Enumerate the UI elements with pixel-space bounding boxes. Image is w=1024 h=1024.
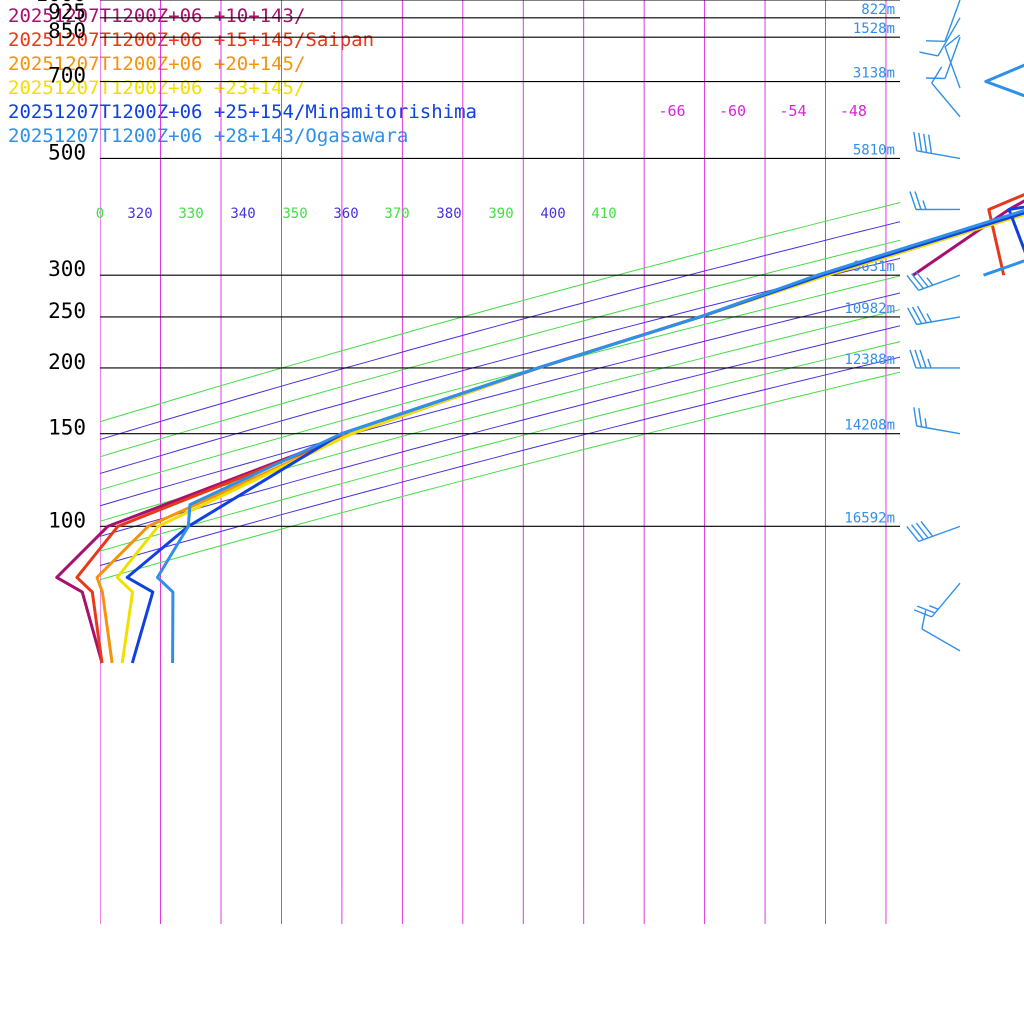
- dewpoint-line: [1007, 205, 1024, 254]
- height-label: 10982m: [844, 301, 895, 317]
- pressure-label: 700: [48, 64, 86, 88]
- theta-label: 340: [230, 206, 255, 222]
- dry-adiabat-line: [100, 309, 900, 522]
- wind-barb: [906, 520, 961, 543]
- theta-label: 320: [127, 206, 152, 222]
- height-label: 16592m: [844, 510, 895, 526]
- temperature-line: [115, 212, 1024, 664]
- legend-entry: 20251207T1200Z+06 +28+143/Ogasawara: [8, 125, 409, 147]
- wind-barb: [906, 271, 961, 291]
- height-label: 1528m: [853, 21, 895, 37]
- wind-barb: [913, 131, 961, 160]
- pressure-label: 200: [48, 350, 86, 374]
- height-label: 5810m: [853, 142, 895, 158]
- pressure-label: 100: [48, 508, 86, 532]
- temperature-line: [55, 212, 1024, 664]
- sounding-profiles: [55, 63, 1024, 664]
- theta-label: 0: [96, 206, 104, 222]
- isotherm-label: -60: [719, 102, 746, 120]
- isobar-lines: 100 16592m 150 14208m 200 12388m 250 10982m 300 9…: [35, 0, 900, 532]
- theta-label: 350: [282, 206, 307, 222]
- dry-adiabat-line: [100, 292, 900, 507]
- pressure-label: 925: [48, 0, 86, 24]
- dry-adiabat-line: [100, 341, 900, 552]
- theta-label: 400: [540, 206, 565, 222]
- pressure-label: 500: [48, 140, 86, 164]
- isotherm-label: -66: [659, 102, 686, 120]
- theta-labels: 0 320 330 340 350 360 370 380 390 400 410: [96, 206, 617, 222]
- plot-area: [100, 0, 900, 924]
- dry-adiabat-line: [100, 202, 900, 423]
- isotherm-lines: [100, 0, 887, 924]
- dry-adiabat-line: [100, 257, 900, 474]
- theta-label: 370: [384, 206, 409, 222]
- wind-barbs: [906, 0, 961, 652]
- theta-label: 390: [488, 206, 513, 222]
- isotherm-labels: -66 -60 -54 -48: [659, 102, 867, 120]
- dry-adiabat-line: [100, 239, 900, 458]
- dry-adiabat-line: [100, 325, 900, 537]
- wind-barb: [909, 349, 961, 369]
- legend-entry: 20251207T1200Z+06 +20+145/: [8, 53, 306, 75]
- pressure-label: 250: [48, 299, 86, 323]
- wind-barb: [906, 305, 961, 326]
- height-label: 12388m: [844, 352, 895, 368]
- legend-entry: 20251207T1200Z+06 +15+145/Saipan: [8, 29, 375, 51]
- wind-barb: [931, 66, 961, 118]
- temperature-line: [75, 212, 1024, 664]
- chart-legend: 20251207T1200Z+06 +10+143/ 20251207T1200…: [8, 4, 477, 148]
- height-label: 822m: [861, 2, 895, 18]
- theta-label: 330: [178, 206, 203, 222]
- wind-barb: [925, 0, 961, 42]
- temperature-line: [125, 211, 1024, 664]
- legend-entry: 20251207T1200Z+06 +25+154/Minamitorishim…: [8, 101, 477, 123]
- theta-label: 410: [591, 206, 616, 222]
- pressure-label: 150: [48, 416, 86, 440]
- legend-entry: 20251207T1200Z+06 +10+143/: [8, 5, 306, 27]
- isotherm-label: -48: [840, 102, 867, 120]
- pressure-label: 850: [48, 19, 86, 43]
- theta-label: 380: [436, 206, 461, 222]
- pressure-label: 300: [48, 257, 86, 281]
- wind-barb: [913, 582, 961, 618]
- height-label: 3138m: [853, 66, 895, 82]
- theta-label: 360: [333, 206, 358, 222]
- wind-barb: [913, 407, 961, 435]
- dry-adiabat-line: [100, 275, 900, 491]
- legend-entry: 20251207T1200Z+06 +23+145/: [8, 77, 306, 99]
- wind-barb: [925, 36, 961, 80]
- isotherm-label: -54: [779, 102, 806, 120]
- wind-barb: [944, 34, 961, 89]
- wind-barb: [921, 610, 961, 652]
- height-label: 14208m: [844, 418, 895, 434]
- wind-barb: [919, 17, 961, 57]
- dry-adiabat-line: [100, 221, 900, 440]
- dry-adiabats: [100, 202, 900, 581]
- temperature-line: [156, 209, 1024, 664]
- temperature-line: [95, 212, 1024, 664]
- wind-barb: [909, 191, 961, 211]
- pressure-label: 1000: [35, 0, 86, 6]
